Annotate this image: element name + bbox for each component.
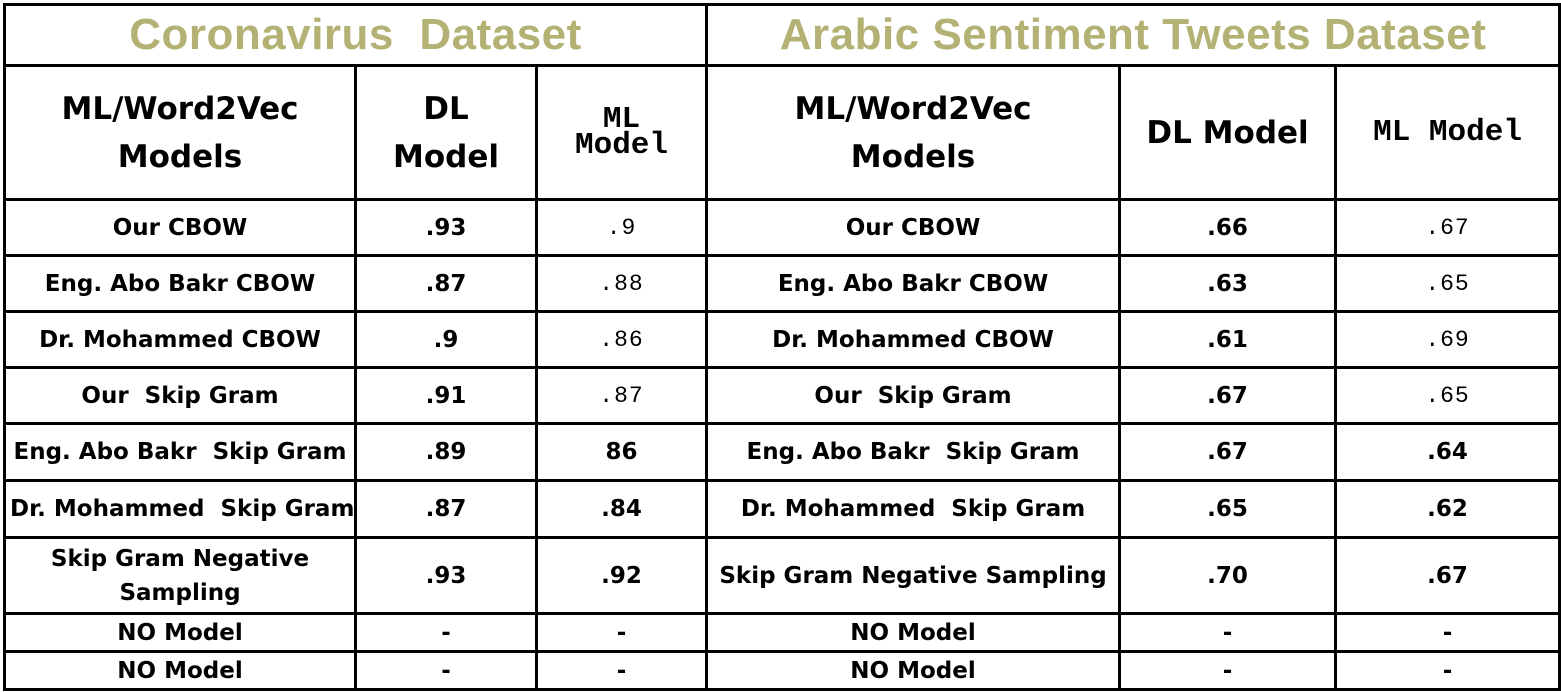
left-ml-value: - [534,612,709,653]
left-ml-value: .84 [534,479,709,539]
left-dl-header-line1: DL [423,90,469,127]
left-dl-header: DL Model [354,64,538,201]
left-ml-value: .86 [534,310,709,369]
right-model-name: Eng. Abo Bakr Skip Gram [705,422,1122,482]
left-models-header: ML/Word2Vec Models [3,64,357,201]
right-dl-value: .65 [1118,479,1338,539]
left-dl-value: - [354,650,538,691]
right-dl-value: .66 [1118,198,1338,257]
right-dl-value: .67 [1118,366,1338,425]
table-row: Our Skip Gram .91 .87 Our Skip Gram .67 … [3,366,1561,425]
left-model-name: Our Skip Gram [3,366,357,425]
left-ml-value: 86 [534,422,709,482]
left-model-name-line1: Skip Gram Negative [50,545,310,572]
right-dl-value: .63 [1118,254,1338,313]
left-dl-value: - [354,612,538,653]
left-dl-value: .91 [354,366,538,425]
right-model-name: NO Model [705,650,1122,691]
left-dl-header-line2: Model [393,138,499,175]
table-row: Our CBOW .93 .9 Our CBOW .66 .67 [3,198,1561,257]
right-dl-value: .61 [1118,310,1338,369]
left-models-header-line1: ML/Word2Vec [61,90,299,127]
left-model-name: NO Model [3,612,357,653]
right-models-header: ML/Word2Vec Models [705,64,1122,201]
left-ml-value: .9 [534,198,709,257]
right-ml-value: .62 [1334,479,1561,539]
arabic-sentiment-dataset-title: Arabic Sentiment Tweets Dataset [705,3,1561,67]
left-model-name: Our CBOW [3,198,357,257]
right-dl-value: .70 [1118,536,1338,615]
left-model-name: Dr. Mohammed Skip Gram [3,479,357,539]
right-ml-value: .69 [1334,310,1561,369]
table-row: Dr. Mohammed CBOW .9 .86 Dr. Mohammed CB… [3,310,1561,369]
left-dl-value: .89 [354,422,538,482]
left-dl-value: .93 [354,198,538,257]
right-dl-header: DL Model [1118,64,1338,201]
right-ml-header: ML Model [1334,64,1561,201]
left-dl-value: .93 [354,536,538,615]
left-model-name-line2: Sampling [119,579,241,606]
left-model-name: Dr. Mohammed CBOW [3,310,357,369]
right-ml-value: .65 [1334,366,1561,425]
left-ml-value: .92 [534,536,709,615]
left-dl-value: .87 [354,254,538,313]
left-model-name: Skip Gram Negative Sampling [3,536,357,615]
right-dl-value: - [1118,650,1338,691]
right-ml-value: .65 [1334,254,1561,313]
right-models-header-line2: Models [850,138,976,175]
title-row: Coronavirus Dataset Arabic Sentiment Twe… [2,3,1561,67]
table-row: Skip Gram Negative Sampling .93 .92 Skip… [3,536,1561,615]
left-ml-value: .88 [534,254,709,313]
right-dl-value: .67 [1118,422,1338,482]
left-ml-value: - [534,650,709,691]
table-row: NO Model - - NO Model - - [3,612,1561,653]
right-model-name: Eng. Abo Bakr CBOW [705,254,1122,313]
table-row: NO Model - - NO Model - - [3,650,1561,691]
table-row: Eng. Abo Bakr Skip Gram .89 86 Eng. Abo … [3,422,1561,482]
left-model-name: Eng. Abo Bakr CBOW [3,254,357,313]
left-ml-value: .87 [534,366,709,425]
left-models-header-line2: Models [117,138,243,175]
right-model-name: Dr. Mohammed Skip Gram [705,479,1122,539]
coronavirus-dataset-title: Coronavirus Dataset [2,3,709,67]
right-model-name: Our CBOW [705,198,1122,257]
right-ml-value: .67 [1334,536,1561,615]
left-model-name: NO Model [3,650,357,691]
right-dl-value: - [1118,612,1338,653]
right-models-header-line1: ML/Word2Vec [794,90,1032,127]
right-ml-value: - [1334,650,1561,691]
right-ml-value: .64 [1334,422,1561,482]
results-table: Coronavirus Dataset Arabic Sentiment Twe… [2,3,1561,691]
right-model-name: NO Model [705,612,1122,653]
table-row: Eng. Abo Bakr CBOW .87 .88 Eng. Abo Bakr… [3,254,1561,313]
right-ml-value: .67 [1334,198,1561,257]
right-ml-value: - [1334,612,1561,653]
left-dl-value: .9 [354,310,538,369]
left-ml-header: ML Model [534,64,709,201]
left-ml-header-line1: ML [602,101,641,137]
left-ml-header-line2: Model [575,127,669,163]
right-model-name: Skip Gram Negative Sampling [705,536,1122,615]
right-model-name: Dr. Mohammed CBOW [705,310,1122,369]
header-row: ML/Word2Vec Models DL Model ML Model ML/… [3,64,1561,201]
left-model-name: Eng. Abo Bakr Skip Gram [3,422,357,482]
right-model-name: Our Skip Gram [705,366,1122,425]
table-row: Dr. Mohammed Skip Gram .87 .84 Dr. Moham… [3,479,1561,539]
left-dl-value: .87 [354,479,538,539]
